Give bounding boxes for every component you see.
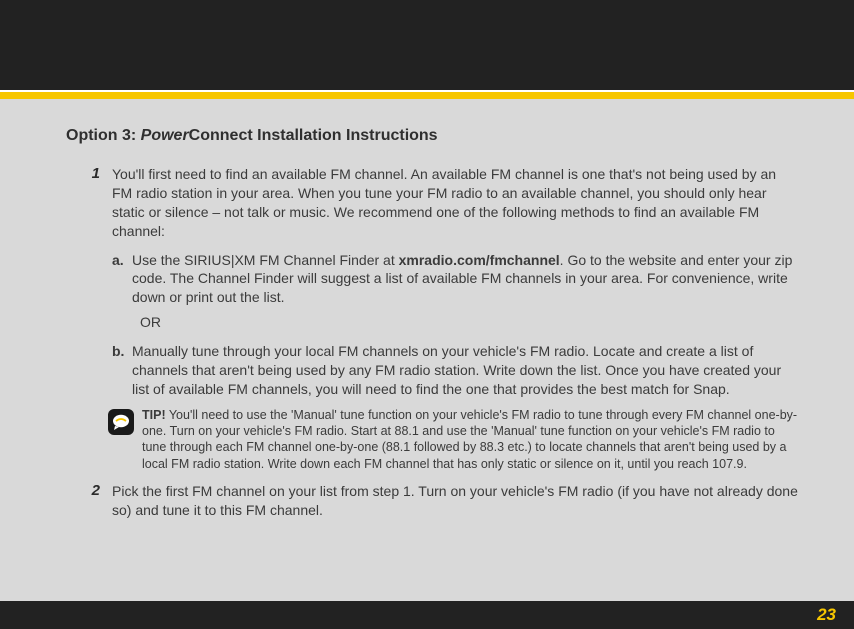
- step-body: You'll first need to find an available F…: [112, 165, 798, 472]
- substep-label: b.: [112, 342, 132, 399]
- top-bar: [0, 0, 854, 90]
- substep-body: Use the SIRIUS|XM FM Channel Finder at x…: [132, 251, 798, 308]
- substep-body: Manually tune through your local FM chan…: [132, 342, 798, 399]
- section-title: Option 3: PowerConnect Installation Inst…: [66, 127, 798, 145]
- page: Option 3: PowerConnect Installation Inst…: [0, 0, 854, 629]
- substep-label: a.: [112, 251, 132, 308]
- content: Option 3: PowerConnect Installation Inst…: [0, 99, 854, 520]
- substep-a-pre: Use the SIRIUS|XM FM Channel Finder at: [132, 252, 399, 268]
- step-2: 2 Pick the first FM channel on your list…: [66, 482, 798, 520]
- title-prefix: Option 3:: [66, 127, 141, 144]
- step-body: Pick the first FM channel on your list f…: [112, 482, 798, 520]
- tip-text: You'll need to use the 'Manual' tune fun…: [142, 408, 797, 471]
- fmchannel-link: xmradio.com/fmchannel: [399, 252, 560, 268]
- title-rest: Connect Installation Instructions: [189, 127, 438, 144]
- step-number: 2: [66, 482, 112, 520]
- tip: TIP! You'll need to use the 'Manual' tun…: [112, 407, 798, 472]
- step-number: 1: [66, 165, 112, 472]
- tip-body: TIP! You'll need to use the 'Manual' tun…: [142, 407, 798, 472]
- substep-b: b. Manually tune through your local FM c…: [112, 342, 798, 399]
- step-1: 1 You'll first need to find an available…: [66, 165, 798, 472]
- or-separator: OR: [140, 313, 798, 332]
- yellow-strip: [0, 92, 854, 99]
- substep-a: a. Use the SIRIUS|XM FM Channel Finder a…: [112, 251, 798, 308]
- tip-icon: [108, 409, 134, 435]
- footer: 23: [0, 601, 854, 629]
- tip-label: TIP!: [142, 408, 166, 422]
- title-italic: Power: [141, 127, 189, 144]
- page-number: 23: [817, 605, 836, 625]
- step-text: You'll first need to find an available F…: [112, 166, 776, 239]
